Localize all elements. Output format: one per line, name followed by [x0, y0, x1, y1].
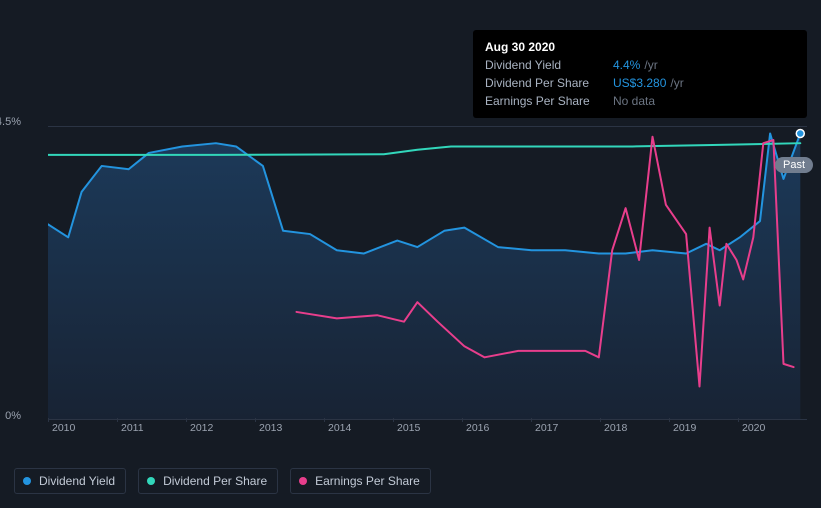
- x-tick: 2018: [600, 422, 669, 442]
- legend: Dividend Yield Dividend Per Share Earnings…: [14, 468, 431, 494]
- area-fill: [48, 133, 800, 419]
- tooltip-row: Dividend Yield4.4% /yr: [485, 56, 795, 74]
- x-tick: 2010: [48, 422, 117, 442]
- x-tick: 2011: [117, 422, 186, 442]
- chart-area: 4.5% 0% Past 201020112012201320142015201…: [0, 100, 821, 450]
- x-tick: 2016: [462, 422, 531, 442]
- legend-dot-icon: [299, 477, 307, 485]
- chart-plot[interactable]: Past: [48, 126, 807, 420]
- y-axis-max: 4.5%: [0, 116, 21, 128]
- legend-item-dividend_per_share[interactable]: Dividend Per Share: [138, 468, 278, 494]
- tooltip-row: Earnings Per ShareNo data: [485, 92, 795, 110]
- x-tick: 2013: [255, 422, 324, 442]
- y-axis-min: 0%: [5, 410, 21, 422]
- legend-item-earnings_per_share[interactable]: Earnings Per Share: [290, 468, 431, 494]
- x-tick: 2015: [393, 422, 462, 442]
- x-tick: 2014: [324, 422, 393, 442]
- tooltip-date: Aug 30 2020: [485, 38, 795, 56]
- tooltip-value: No data: [613, 92, 655, 110]
- x-tick: 2019: [669, 422, 738, 442]
- legend-item-dividend_yield[interactable]: Dividend Yield: [14, 468, 126, 494]
- tooltip-label: Earnings Per Share: [485, 92, 613, 110]
- active-point: [796, 130, 804, 138]
- legend-label: Earnings Per Share: [315, 474, 420, 488]
- x-axis: 2010201120122013201420152016201720182019…: [48, 422, 807, 442]
- x-tick: 2012: [186, 422, 255, 442]
- legend-label: Dividend Yield: [39, 474, 115, 488]
- tooltip-unit: /yr: [644, 56, 657, 74]
- x-tick: 2017: [531, 422, 600, 442]
- tooltip-label: Dividend Yield: [485, 56, 613, 74]
- tooltip-unit: /yr: [670, 74, 683, 92]
- tooltip-row: Dividend Per ShareUS$3.280/yr: [485, 74, 795, 92]
- legend-label: Dividend Per Share: [163, 474, 267, 488]
- legend-dot-icon: [147, 477, 155, 485]
- tooltip-label: Dividend Per Share: [485, 74, 613, 92]
- past-badge: Past: [775, 157, 813, 173]
- tooltip-value: 4.4%: [613, 56, 640, 74]
- x-tick: 2020: [738, 422, 807, 442]
- tooltip-value: US$3.280: [613, 74, 666, 92]
- chart-tooltip: Aug 30 2020 Dividend Yield4.4%/yrDividen…: [473, 30, 807, 118]
- legend-dot-icon: [23, 477, 31, 485]
